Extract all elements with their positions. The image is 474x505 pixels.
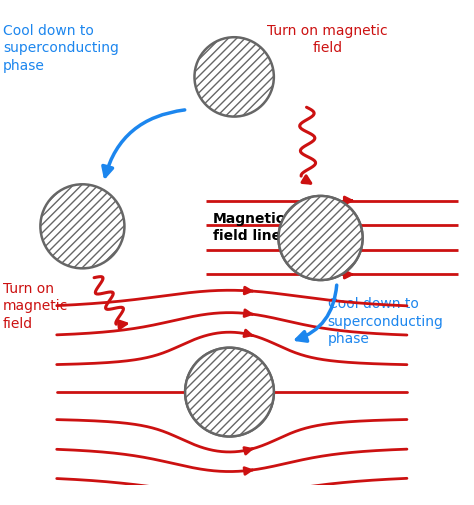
Text: Turn on
magnetic
field: Turn on magnetic field [3,281,68,330]
Text: Turn on magnetic
field: Turn on magnetic field [267,24,388,56]
Circle shape [185,348,274,437]
Circle shape [279,196,363,280]
Text: Cool down to
superconducting
phase: Cool down to superconducting phase [328,297,444,345]
Circle shape [185,348,274,437]
Circle shape [40,185,125,269]
Circle shape [279,196,363,280]
Text: Magnetic
field lines: Magnetic field lines [213,211,290,242]
Circle shape [194,38,274,117]
Text: Cool down to
superconducting
phase: Cool down to superconducting phase [3,24,119,73]
